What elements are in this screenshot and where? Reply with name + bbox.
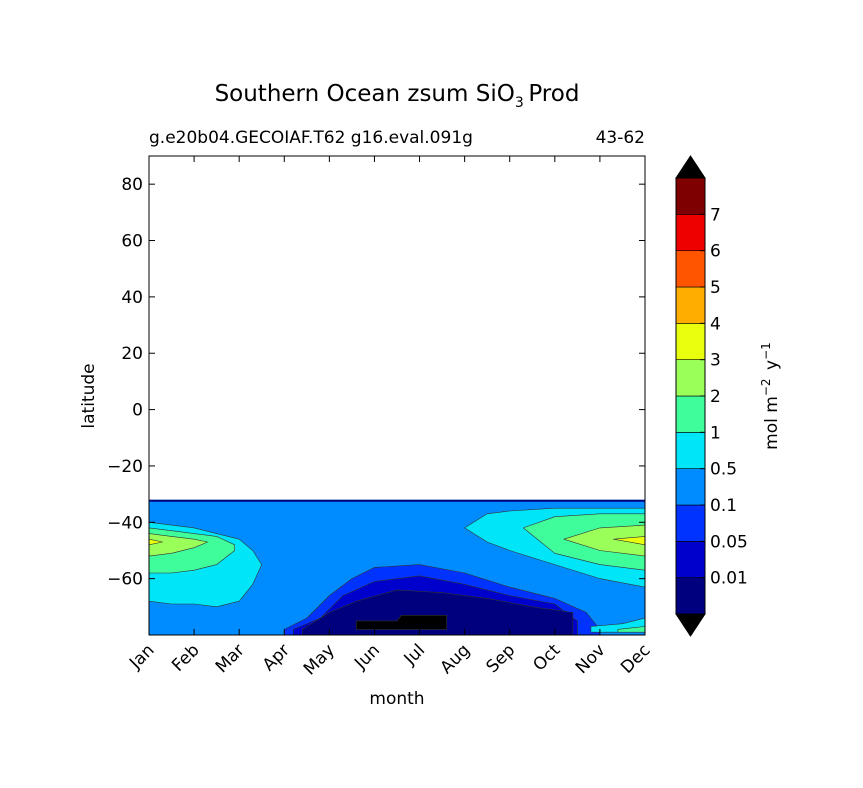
contour-region-2: [149, 533, 208, 557]
x-tick-label: Jun: [350, 640, 384, 674]
y-tick-label: 40: [121, 288, 143, 308]
cbar-label-exp2: −1: [759, 342, 773, 360]
colorbar-tick-label: 0.5: [710, 460, 737, 480]
x-tick-label: Aug: [437, 640, 475, 678]
x-tick-label: Jan: [125, 640, 158, 673]
x-tick-label: Feb: [168, 640, 203, 675]
colorbar-swatch: [675, 359, 706, 397]
colorbar-extend-max: [675, 155, 706, 179]
contour-top-edge: [149, 499, 645, 502]
title-main: Southern Ocean zsum SiO: [215, 81, 515, 107]
y-tick-label: −40: [107, 513, 143, 533]
colorbar-tick-label: 0.1: [710, 496, 737, 516]
contour-region-2b: [563, 524, 645, 557]
x-tick-label: Sep: [482, 640, 519, 677]
colorbar-swatch: [675, 541, 706, 578]
x-tick-label: Apr: [259, 640, 294, 675]
colorbar-extend-min: [675, 613, 706, 637]
chart-subtitle-left: g.e20b04.GECOIAF.T62 g16.eval.091g: [149, 128, 473, 148]
colorbar-swatch: [675, 395, 706, 433]
cbar-label-mid: y: [762, 360, 782, 379]
colorbar-label: mol m−2 y−1: [759, 342, 782, 450]
y-axis-label: latitude: [79, 363, 99, 428]
plot-frame: [148, 155, 646, 636]
colorbar-tick-label: 6: [710, 242, 721, 262]
y-tick-label: 80: [121, 175, 143, 195]
colorbar-swatch: [675, 250, 706, 288]
colorbar-tick-label: 5: [710, 278, 721, 298]
contour-region-3b: [613, 536, 645, 546]
y-tick-label: 60: [121, 232, 143, 252]
x-tick-label: May: [300, 640, 339, 679]
colorbar-tick-label: 4: [710, 314, 721, 334]
colorbar-tick-label: 2: [710, 387, 721, 407]
colorbar-swatch: [675, 177, 706, 215]
colorbar-swatch: [675, 577, 706, 615]
colorbar: 0.01 0.05 0.1 0.5 1 2 3 4 5 6 7: [675, 155, 748, 637]
chart-title: Southern Ocean zsum SiO3 Prod: [215, 81, 580, 111]
y-axis: 80 60 40 20 0 −20 −40 −60: [107, 175, 645, 590]
contour-region-edge2: [617, 626, 645, 633]
x-tick-label: Mar: [212, 640, 249, 677]
colorbar-swatch: [675, 468, 706, 506]
colorbar-swatch: [675, 323, 706, 360]
contour-region-extend_min: [356, 615, 447, 630]
colorbar-tick-label: 0.01: [710, 569, 748, 589]
colorbar-swatch: [675, 432, 706, 469]
title-subscript: 3: [515, 95, 524, 111]
x-tick-label: Oct: [529, 640, 564, 675]
cbar-label-exp1: −2: [759, 378, 773, 396]
y-tick-label: 20: [121, 344, 143, 364]
y-tick-label: −20: [107, 457, 143, 477]
colorbar-tick-label: 1: [710, 423, 721, 443]
colorbar-swatch: [675, 286, 706, 324]
title-suffix: Prod: [524, 81, 580, 107]
contour-region-3: [149, 538, 163, 546]
x-tick-label: Jul: [400, 640, 429, 669]
colorbar-swatch: [675, 214, 706, 251]
y-tick-label: 0: [132, 401, 143, 421]
chart-subtitle-right: 43-62: [596, 128, 645, 148]
cbar-label-main: mol m: [762, 396, 782, 450]
plot-area: [149, 499, 645, 635]
x-tick-label: Dec: [617, 640, 654, 677]
colorbar-tick-label: 7: [710, 205, 721, 225]
x-tick-label: Nov: [572, 640, 610, 678]
x-axis-label: month: [369, 689, 424, 709]
colorbar-swatch: [675, 504, 706, 542]
y-tick-label: −60: [107, 570, 143, 590]
colorbar-tick-label: 3: [710, 351, 721, 371]
colorbar-tick-label: 0.05: [710, 532, 748, 552]
